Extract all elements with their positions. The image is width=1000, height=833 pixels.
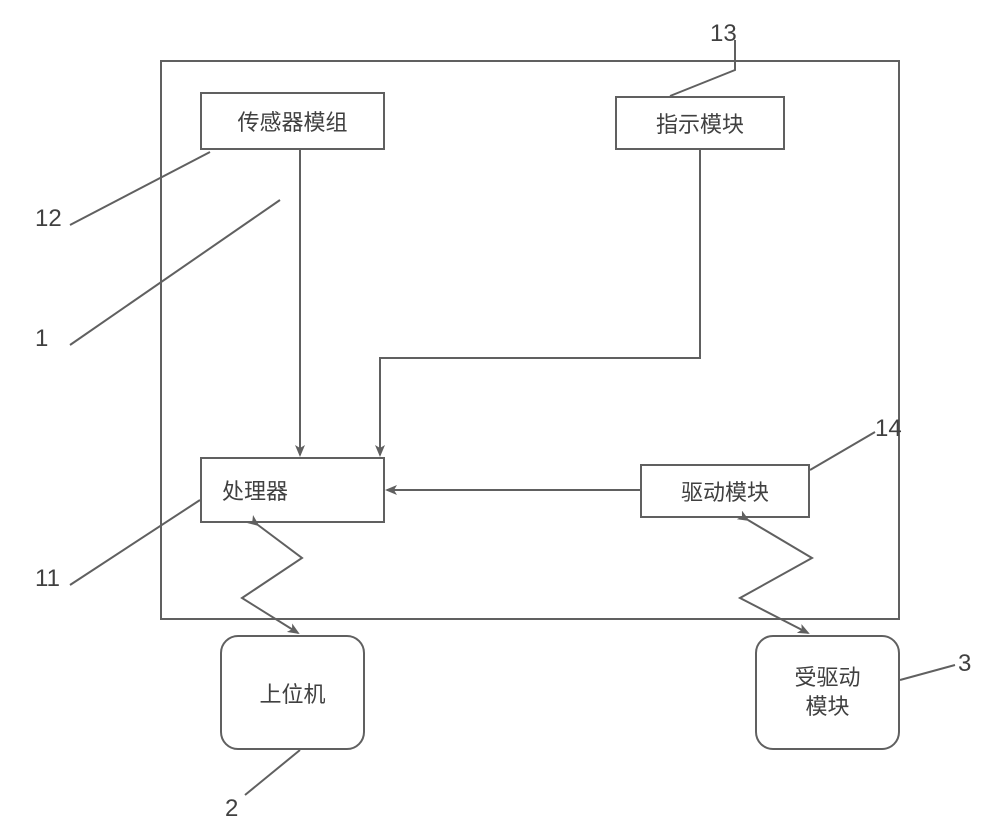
leader-3 [900, 665, 955, 680]
node-host-label: 上位机 [259, 677, 325, 709]
leader-2 [245, 750, 300, 795]
ref-label-1: 1 [35, 325, 48, 353]
node-sensor-label: 传感器模组 [237, 105, 347, 137]
ref-label-14: 14 [875, 415, 902, 443]
ref-label-2: 2 [225, 795, 238, 823]
node-host-computer: 上位机 [220, 635, 365, 750]
node-processor-label: 处理器 [222, 474, 288, 506]
node-processor: 处理器 [200, 457, 385, 523]
ref-label-12: 12 [35, 205, 62, 233]
node-driven-label: 受驱动 模块 [794, 664, 860, 721]
node-driven-label-line2: 模块 [805, 694, 849, 719]
node-indicator-label: 指示模块 [656, 107, 744, 139]
ref-label-3: 3 [958, 650, 971, 678]
node-indicator-module: 指示模块 [615, 96, 785, 150]
node-driven-module: 受驱动 模块 [755, 635, 900, 750]
diagram-canvas: 传感器模组 指示模块 处理器 驱动模块 上位机 受驱动 模块 13 12 1 1… [0, 0, 1000, 833]
node-driven-label-line1: 受驱动 [794, 665, 860, 690]
node-driver-module: 驱动模块 [640, 464, 810, 518]
ref-label-11: 11 [35, 565, 60, 593]
node-driver-label: 驱动模块 [681, 475, 769, 507]
node-sensor-module: 传感器模组 [200, 92, 385, 150]
ref-label-13: 13 [710, 20, 737, 48]
